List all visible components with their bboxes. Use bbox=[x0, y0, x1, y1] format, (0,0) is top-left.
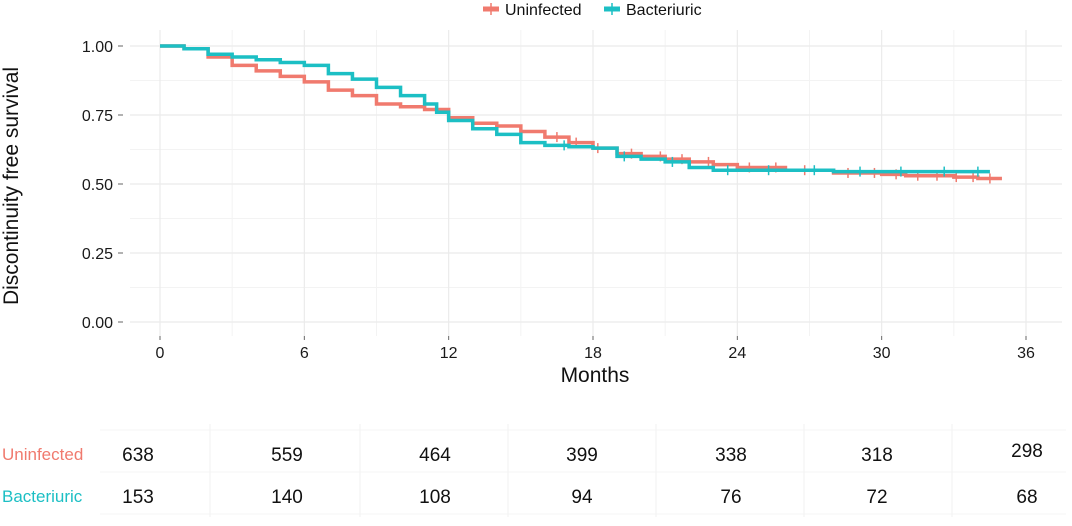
plot-background bbox=[130, 30, 1062, 336]
risk-count: 638 bbox=[122, 445, 154, 466]
series-line-bacteriuric bbox=[160, 44, 990, 174]
x-axis-title: Months bbox=[561, 364, 630, 387]
risk-row-label: Bacteriuric bbox=[2, 487, 83, 506]
risk-count: 140 bbox=[271, 487, 303, 508]
legend-label: Uninfected bbox=[505, 2, 582, 19]
x-tick-label: 24 bbox=[728, 345, 746, 362]
y-tick-label: 0.50 bbox=[82, 177, 113, 194]
legend-label: Bacteriuric bbox=[626, 2, 702, 19]
y-tick-label: 0.75 bbox=[82, 108, 113, 125]
risk-count: 559 bbox=[271, 445, 303, 466]
legend: Uninfected Bacteriuric bbox=[483, 2, 702, 19]
legend-item-bacteriuric: Bacteriuric bbox=[604, 2, 702, 19]
x-tick-label: 36 bbox=[1017, 345, 1035, 362]
risk-count: 338 bbox=[715, 445, 747, 466]
x-tick-label: 30 bbox=[873, 345, 891, 362]
x-tick-label: 18 bbox=[584, 345, 602, 362]
risk-count: 108 bbox=[419, 487, 451, 508]
risk-count: 94 bbox=[571, 487, 593, 508]
y-tick-label: 1.00 bbox=[82, 39, 113, 56]
y-tick-label: 0.25 bbox=[82, 246, 113, 263]
series-bacteriuric bbox=[160, 44, 990, 177]
x-tick-label: 12 bbox=[440, 345, 458, 362]
risk-count: 464 bbox=[419, 445, 451, 466]
y-axis-title: Discontinuity free survival bbox=[0, 67, 23, 305]
risk-table: Uninfected 638 559 464 399 338 318 298 Bacteriur… bbox=[2, 424, 1066, 517]
risk-count: 72 bbox=[866, 487, 887, 508]
y-tick-label: 0.00 bbox=[82, 315, 113, 332]
risk-count: 76 bbox=[720, 487, 741, 508]
risk-count: 298 bbox=[1011, 441, 1043, 462]
x-tick-label: 6 bbox=[300, 345, 309, 362]
x-tick-label: 0 bbox=[156, 345, 165, 362]
risk-count: 153 bbox=[122, 487, 154, 508]
legend-item-uninfected: Uninfected bbox=[483, 2, 582, 19]
risk-count: 399 bbox=[566, 445, 598, 466]
risk-count: 318 bbox=[861, 445, 893, 466]
risk-row-label: Uninfected bbox=[2, 445, 83, 464]
risk-count: 68 bbox=[1016, 487, 1037, 508]
